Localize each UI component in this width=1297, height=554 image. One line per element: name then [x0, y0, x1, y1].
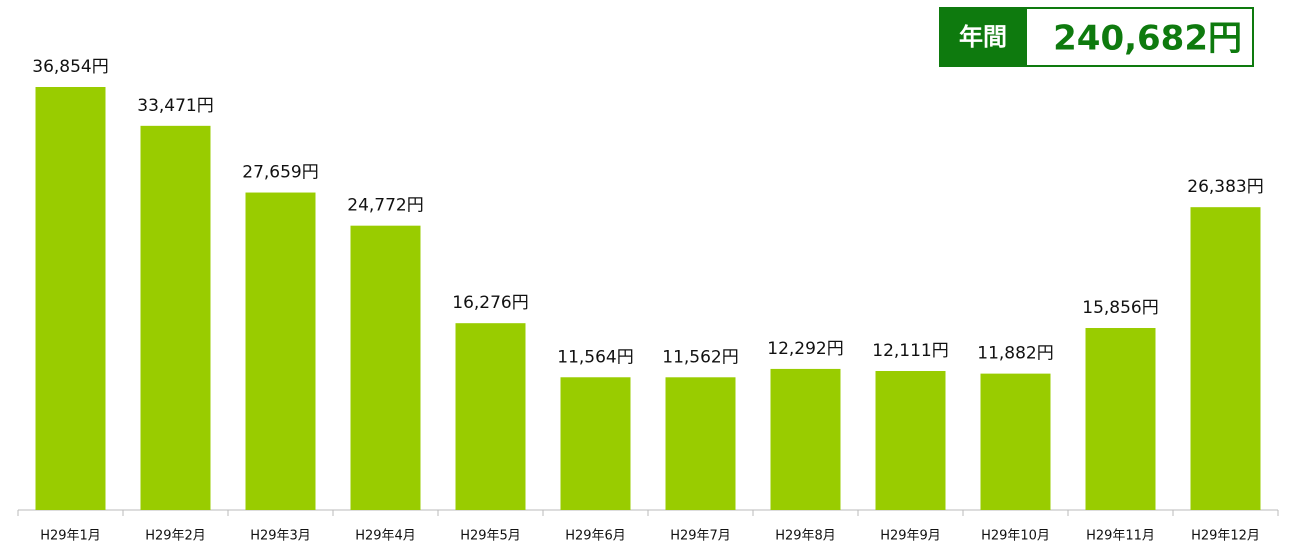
- x-tick-label: H29年6月: [565, 529, 626, 544]
- bar: [140, 125, 211, 511]
- value-label: 15,856円: [1082, 298, 1158, 318]
- value-label: 16,276円: [452, 293, 528, 313]
- value-label: 36,854円: [32, 57, 108, 77]
- total-label-box: [940, 8, 1027, 66]
- x-tick-label: H29年11月: [1086, 529, 1155, 544]
- x-tick-label: H29年8月: [775, 529, 836, 544]
- value-label: 33,471円: [137, 96, 213, 116]
- value-label: 26,383円: [1187, 177, 1263, 197]
- x-tick-label: H29年3月: [250, 529, 311, 544]
- x-tick-label: H29年5月: [460, 529, 521, 544]
- value-label: 27,659円: [242, 163, 318, 183]
- value-label: 11,564円: [557, 347, 633, 367]
- total-value: 240,682円: [1053, 19, 1242, 59]
- bar: [560, 377, 631, 510]
- x-tick-label: H29年1月: [40, 529, 101, 544]
- x-tick-label: H29年12月: [1191, 529, 1260, 544]
- value-label: 24,772円: [347, 196, 423, 216]
- bar: [350, 225, 421, 511]
- total-label: 年間: [959, 23, 1007, 51]
- value-label: 12,111円: [872, 341, 948, 361]
- bar: [980, 373, 1051, 510]
- x-tick-label: H29年4月: [355, 529, 416, 544]
- x-tick-label: H29年2月: [145, 529, 206, 544]
- value-label: 11,882円: [977, 344, 1053, 364]
- value-label: 11,562円: [662, 347, 738, 367]
- x-tick-label: H29年9月: [880, 529, 941, 544]
- value-label: 12,292円: [767, 339, 843, 359]
- bar: [875, 370, 946, 510]
- bar: [1085, 328, 1156, 510]
- x-tick-label: H29年10月: [981, 529, 1050, 544]
- x-tick-label: H29年7月: [670, 529, 731, 544]
- bar: [1190, 207, 1261, 511]
- bar: [665, 377, 736, 510]
- bar: [245, 192, 316, 510]
- bar: [770, 368, 841, 510]
- bar: [455, 323, 526, 510]
- bar: [35, 87, 106, 510]
